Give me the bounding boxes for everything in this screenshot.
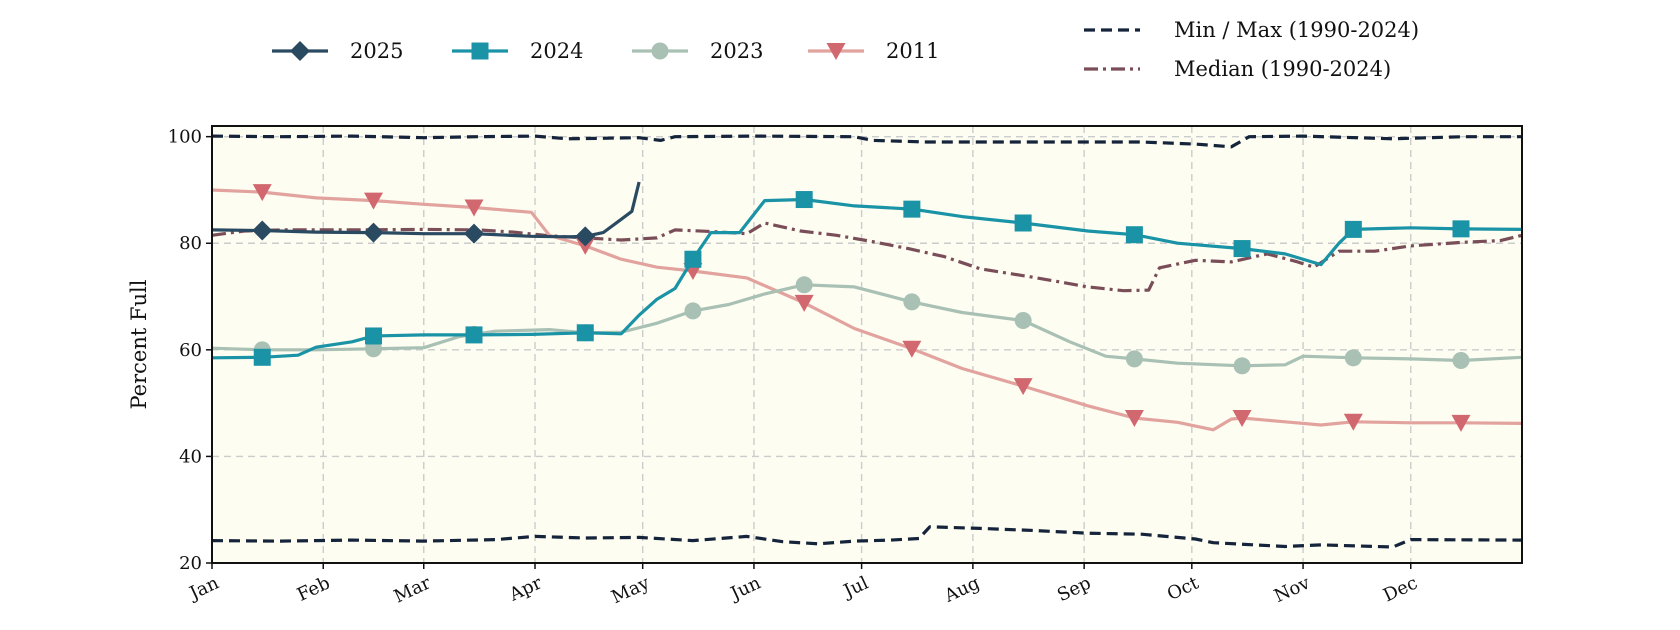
data-point: [575, 226, 596, 247]
x-tick-label: Aug: [940, 572, 983, 607]
legend-label: 2024: [530, 39, 583, 63]
legend-label: Min / Max (1990-2024): [1174, 18, 1419, 42]
x-tick-label: May: [608, 572, 653, 608]
data-point: [1125, 226, 1143, 244]
y-tick-label: 80: [179, 233, 202, 254]
grid-lines: [211, 126, 1522, 564]
legend-label: 2023: [710, 39, 763, 63]
data-point: [575, 237, 595, 255]
x-axis: Jan Feb Mar Apr May Jun Jul Aug Sep Oct Nov Dec: [185, 563, 1421, 608]
data-point: [903, 293, 921, 311]
data-point: [465, 326, 483, 344]
data-point: [1014, 312, 1032, 330]
series-layer: [211, 134, 1523, 549]
y-tick-label: 100: [168, 127, 202, 148]
series-2023: [211, 276, 1523, 375]
series-line: [211, 525, 1523, 549]
plot-background: [212, 126, 1522, 563]
legend-item: 2011: [808, 39, 939, 63]
data-point: [464, 199, 484, 217]
data-point: [253, 348, 271, 366]
y-axis-title: Percent Full: [127, 279, 151, 409]
data-point: [365, 327, 383, 345]
series-line: [211, 221, 1523, 293]
data-point: [464, 223, 484, 244]
y-tick-label: 40: [179, 446, 202, 467]
data-point: [1013, 378, 1033, 396]
data-point: [1014, 214, 1032, 232]
data-point: [1233, 240, 1251, 258]
legend-item: Median (1990-2024): [1084, 57, 1391, 81]
x-tick-label: Mar: [391, 572, 434, 607]
legend: 2025 2024 2023 2011 Min / Max (1990-2024) Med…: [272, 18, 1419, 81]
data-point: [1125, 350, 1143, 368]
legend-label: Median (1990-2024): [1174, 57, 1391, 81]
data-point: [1451, 414, 1471, 432]
legend-item: 2024: [452, 39, 583, 63]
data-point: [363, 222, 384, 243]
data-point: [1343, 413, 1363, 431]
legend-label: 2011: [886, 39, 939, 63]
data-point: [794, 294, 814, 312]
data-point: [252, 220, 273, 241]
data-point: [1232, 410, 1252, 428]
data-point: [1233, 357, 1251, 375]
data-point: [1344, 220, 1362, 238]
data-point: [252, 184, 272, 202]
y-tick-label: 20: [179, 553, 202, 574]
legend-item: 2023: [632, 39, 763, 63]
x-tick-label: Apr: [505, 572, 545, 606]
legend-item: Min / Max (1990-2024): [1084, 18, 1419, 42]
data-point: [903, 200, 921, 218]
y-axis: 20 40 60 80 100: [168, 127, 212, 574]
data-point: [684, 250, 702, 268]
data-point: [902, 340, 922, 358]
series-line: [211, 181, 641, 239]
x-tick-label: Nov: [1271, 572, 1314, 607]
x-tick-label: Jul: [839, 572, 872, 602]
x-tick-label: Sep: [1054, 572, 1094, 606]
legend-label: 2025: [350, 39, 403, 63]
legend-item: 2025: [272, 39, 403, 63]
data-point: [576, 324, 594, 342]
series-min: [211, 525, 1523, 549]
plot-frame: [211, 125, 1523, 564]
series-median-1990-2024-: [211, 221, 1523, 293]
legend-marker: [471, 42, 489, 60]
x-tick-label: Feb: [294, 572, 333, 605]
x-tick-label: Jan: [185, 572, 223, 605]
data-point: [795, 191, 813, 209]
y-tick-label: 60: [179, 340, 202, 361]
data-point: [1452, 220, 1470, 238]
x-tick-label: Dec: [1380, 572, 1421, 606]
data-point: [1124, 410, 1144, 428]
series-line: [211, 188, 1523, 432]
series-min-max-1990-2024-: [211, 134, 1522, 149]
series-line: [211, 283, 1523, 368]
series-2024: [211, 191, 1523, 366]
data-point: [795, 276, 813, 294]
data-point: [364, 192, 384, 210]
series-line: [211, 197, 1523, 360]
x-tick-label: Jun: [726, 572, 765, 605]
x-tick-label: Oct: [1164, 572, 1203, 605]
legend-marker: [651, 42, 669, 60]
legend-marker: [290, 41, 310, 61]
series-2025: [211, 181, 641, 247]
legend-marker: [826, 43, 846, 60]
data-point: [1344, 349, 1362, 367]
data-point: [684, 302, 702, 320]
data-point: [1452, 351, 1470, 369]
series-line: [211, 134, 1522, 149]
data-point: [365, 340, 383, 358]
